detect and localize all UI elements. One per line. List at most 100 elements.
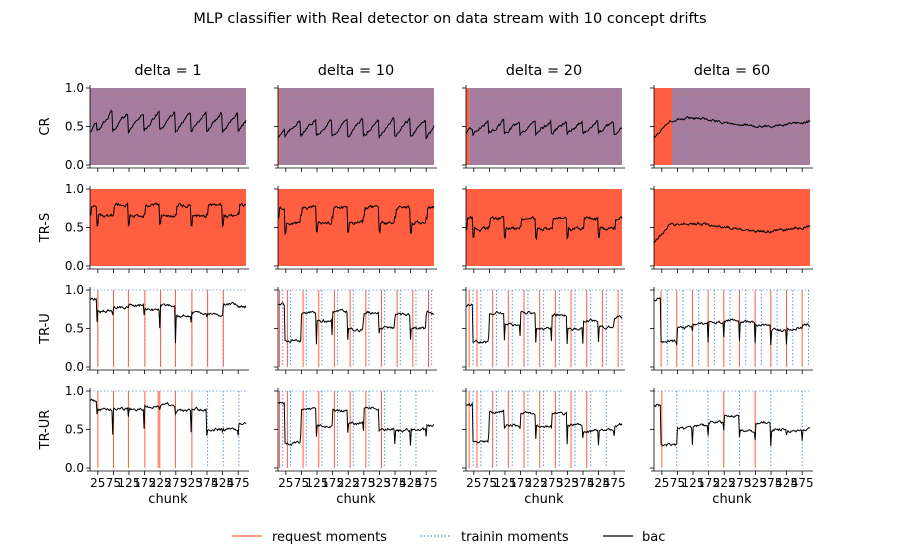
panel-0-1: delta = 10 [274, 63, 437, 172]
x-tick-label: 375 [760, 476, 783, 490]
y-tick-label: 1.0 [65, 182, 84, 196]
x-tick-label: 325 [368, 476, 391, 490]
legend-training-label: trainin moments [461, 530, 569, 545]
x-tick-label: 275 [728, 476, 751, 490]
x-tick-label: 25 [466, 476, 481, 490]
panel-0-3: delta = 60 [650, 63, 813, 172]
x-tick-label: 375 [572, 476, 595, 490]
bac-line [89, 202, 247, 228]
row-label: TR-UR [38, 410, 53, 451]
panel-column-title: delta = 60 [694, 63, 771, 79]
x-tick-label: 475 [791, 476, 814, 490]
bac-line [89, 297, 247, 344]
x-tick-label: 75 [482, 476, 497, 490]
panel-1-0: 0.0 0.5 1.0 TR-S [38, 182, 249, 273]
x-axis-label: chunk [336, 492, 376, 507]
panel-1-3 [650, 186, 813, 273]
x-tick-label: 325 [744, 476, 767, 490]
bac-line [653, 115, 811, 139]
panel-2-0: 0.0 0.5 1.0 TR-U [38, 283, 249, 374]
x-tick-label: 125 [306, 476, 329, 490]
bac-line [465, 303, 623, 345]
request-region [279, 88, 434, 165]
panel-column-title: delta = 20 [506, 63, 583, 79]
x-tick-label: 475 [227, 476, 250, 490]
y-tick-label: 0.5 [65, 120, 84, 134]
x-tick-label: 25 [654, 476, 669, 490]
x-tick-label: 375 [384, 476, 407, 490]
x-axis-label: chunk [712, 492, 752, 507]
panel-2-2 [462, 287, 625, 374]
panel-1-1 [274, 186, 437, 273]
request-region [90, 88, 246, 165]
x-tick-label: 375 [196, 476, 219, 490]
panel-2-3 [650, 287, 813, 374]
request-region [654, 189, 810, 266]
y-tick-label: 1.0 [65, 384, 84, 398]
x-tick-label: 75 [670, 476, 685, 490]
x-tick-label: 275 [164, 476, 187, 490]
x-axis-label: chunk [524, 492, 564, 507]
x-tick-label: 475 [603, 476, 626, 490]
bac-line [277, 302, 435, 345]
x-tick-label: 425 [211, 476, 234, 490]
x-tick-label: 125 [494, 476, 517, 490]
x-tick-label: 425 [775, 476, 798, 490]
request-region [278, 189, 434, 266]
y-tick-label: 0.5 [65, 221, 84, 235]
y-tick-label: 0.5 [65, 423, 84, 437]
bac-line [465, 118, 623, 137]
x-tick-label: 125 [682, 476, 705, 490]
x-tick-label: 325 [556, 476, 579, 490]
legend-request-label: request moments [272, 530, 387, 545]
x-tick-label: 275 [540, 476, 563, 490]
bac-line [89, 109, 247, 135]
x-tick-label: 25 [90, 476, 105, 490]
row-label: TR-U [38, 313, 53, 345]
x-tick-label: 175 [697, 476, 720, 490]
legend-bac-label: bac [642, 530, 665, 545]
panel-0-2: delta = 20 [462, 63, 625, 172]
row-label: TR-S [38, 213, 53, 243]
y-tick-label: 1.0 [65, 283, 84, 297]
bac-line [465, 215, 623, 241]
x-tick-label: 25 [278, 476, 293, 490]
bac-line [653, 403, 811, 447]
request-region [466, 189, 622, 266]
x-tick-label: 225 [337, 476, 360, 490]
bac-line [89, 398, 247, 436]
panel-0-0: 0.0 0.5 1.0 delta = 1 CR [38, 63, 249, 172]
y-tick-label: 0.5 [65, 322, 84, 336]
x-tick-label: 425 [587, 476, 610, 490]
bac-line [653, 221, 811, 244]
y-tick-label: 0.0 [65, 259, 84, 273]
training-region [672, 88, 810, 165]
y-tick-label: 0.0 [65, 461, 84, 475]
x-tick-label: 275 [352, 476, 375, 490]
bac-line [653, 297, 811, 346]
request-region [654, 88, 673, 165]
panel-column-title: delta = 10 [318, 63, 395, 79]
panel-column-title: delta = 1 [134, 63, 201, 79]
y-tick-label: 0.0 [65, 360, 84, 374]
bac-line [277, 116, 435, 140]
x-tick-label: 175 [133, 476, 156, 490]
request-region [466, 88, 470, 165]
y-tick-label: 1.0 [65, 81, 84, 95]
legend: request moments trainin moments bac [232, 530, 665, 545]
y-tick-label: 0.0 [65, 158, 84, 172]
x-tick-label: 425 [399, 476, 422, 490]
panel-1-2 [462, 186, 625, 273]
x-axis-label: chunk [148, 492, 188, 507]
x-tick-label: 475 [415, 476, 438, 490]
x-tick-label: 175 [321, 476, 344, 490]
bac-line [277, 401, 435, 446]
figure-title: MLP classifier with Real detector on dat… [193, 11, 706, 27]
x-tick-label: 175 [509, 476, 532, 490]
request-region [278, 88, 280, 165]
